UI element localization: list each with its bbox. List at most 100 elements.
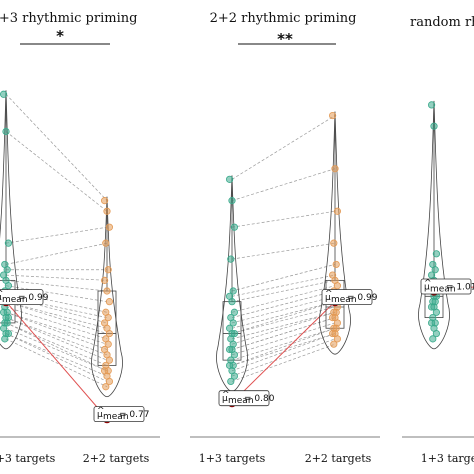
mean-label-sub: mean (430, 285, 456, 295)
data-point (4, 239, 12, 247)
mean-label-value: = 0.77 (119, 410, 149, 420)
data-point (1, 335, 9, 343)
paired-line (5, 322, 108, 372)
paired-line (231, 306, 336, 334)
paired-line (5, 338, 108, 388)
data-point (101, 197, 109, 205)
data-point (105, 223, 114, 231)
paired-line (231, 333, 336, 366)
mean-label-mu: μ (222, 394, 228, 404)
paired-line (231, 327, 336, 361)
panel-2-significance: ** (277, 30, 293, 48)
panel-1-significance: * (56, 27, 64, 45)
data-point (102, 383, 110, 391)
mean-label-sub: mean (331, 295, 357, 305)
data-point (429, 335, 437, 343)
paired-line (5, 242, 108, 265)
data-point (331, 165, 339, 173)
mean-line (5, 301, 108, 419)
paired-line (231, 285, 336, 313)
data-point (227, 255, 235, 263)
data-point (105, 356, 114, 364)
violin-shape (418, 100, 450, 350)
data-point (104, 266, 112, 274)
data-point (230, 372, 238, 380)
panel-2-xtick-1: 1+3 targets (199, 452, 266, 465)
paired-line (231, 295, 336, 324)
data-point (4, 329, 12, 338)
paired-line (231, 311, 336, 345)
paired-line (5, 327, 108, 372)
data-point (101, 276, 109, 284)
paired-line (231, 333, 336, 372)
paired-line (231, 210, 336, 228)
data-point (228, 298, 236, 306)
data-point (103, 207, 111, 215)
mean-label-hat: ^ (222, 390, 230, 400)
panel-3-xtick-1: 1+3 targets (421, 452, 474, 465)
mean-label: ^μ mean= 1.01 (420, 278, 474, 295)
paired-line (5, 333, 108, 382)
data-point (328, 111, 337, 120)
data-point (103, 287, 111, 295)
mean-label-hat: ^ (97, 406, 105, 416)
mean-label-sub: mean (2, 295, 28, 305)
data-point (332, 260, 340, 269)
data-point (230, 223, 238, 231)
mean-label-box (93, 406, 145, 423)
data-point (3, 266, 11, 274)
paired-line (5, 274, 108, 281)
data-point (3, 319, 11, 327)
data-point (228, 197, 236, 205)
mean-label-box (218, 390, 270, 407)
data-point (229, 319, 237, 327)
violin-shape (0, 90, 22, 350)
paired-line (231, 317, 336, 350)
data-point (432, 329, 440, 338)
data-point (227, 377, 235, 386)
paired-line (5, 280, 108, 292)
mean-label-value: = 1.01 (446, 283, 474, 293)
mean-label-hat: ^ (0, 289, 4, 299)
panel-3-title: random rhythmic priming (410, 15, 474, 30)
mean-label-value: = 0.99 (18, 293, 49, 303)
paired-line (231, 338, 336, 377)
paired-line (231, 322, 336, 356)
mean-label-box (321, 289, 373, 306)
data-point (432, 308, 440, 316)
paired-line (5, 311, 108, 345)
data-point (104, 314, 112, 322)
mean-label: ^μ mean= 0.77 (93, 406, 149, 423)
data-point (102, 239, 110, 247)
data-point (431, 266, 439, 274)
panel-1-title: 1+3 rhythmic priming (0, 11, 137, 26)
paired-line (231, 115, 336, 180)
paired-line (5, 285, 108, 302)
violin-shape (319, 111, 351, 355)
data-point (333, 335, 341, 343)
mean-line (231, 301, 336, 404)
paired-line (231, 301, 336, 334)
data-point (2, 127, 10, 136)
data-point (230, 308, 238, 316)
mean-label-box (0, 289, 44, 306)
paired-line (5, 317, 108, 361)
mean-label-box (420, 278, 472, 295)
panel-2-xtick-2: 2+2 targets (305, 452, 372, 465)
mean-label-sub: mean (103, 412, 129, 422)
paired-line (231, 168, 336, 201)
paired-line (5, 322, 108, 366)
mean-label-mu: μ (424, 283, 430, 293)
paired-line (5, 94, 108, 201)
data-point (230, 351, 238, 359)
data-point (104, 340, 112, 348)
paired-line (5, 333, 108, 377)
data-point (105, 298, 114, 306)
data-point (333, 207, 341, 215)
paired-line (231, 280, 336, 302)
data-point (330, 340, 338, 348)
